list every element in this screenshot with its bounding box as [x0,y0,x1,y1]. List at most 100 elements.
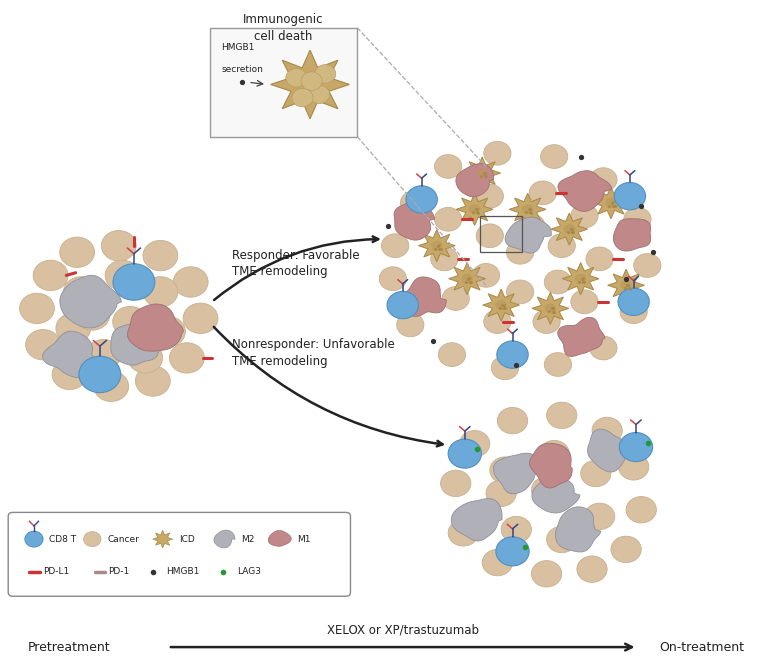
Polygon shape [558,318,605,357]
Polygon shape [111,323,169,365]
Circle shape [448,439,482,468]
Text: cell death: cell death [255,30,312,43]
Text: M2: M2 [241,534,255,544]
Circle shape [431,241,442,251]
Circle shape [486,480,516,507]
Circle shape [619,453,649,480]
Circle shape [586,247,613,271]
Circle shape [581,460,611,487]
Circle shape [26,330,61,360]
Circle shape [441,470,471,497]
Circle shape [477,224,503,248]
Circle shape [64,276,98,307]
Circle shape [143,276,178,307]
Circle shape [491,356,518,380]
Text: HMGB1: HMGB1 [221,43,255,52]
Polygon shape [214,530,235,548]
Polygon shape [551,213,587,245]
Circle shape [101,231,136,261]
Circle shape [501,516,531,543]
Circle shape [52,359,87,390]
Text: secretion: secretion [221,65,263,74]
Polygon shape [60,275,122,328]
Circle shape [584,503,615,530]
Circle shape [522,204,534,214]
Circle shape [624,208,651,231]
Circle shape [497,341,528,368]
Polygon shape [153,530,173,548]
Circle shape [497,408,527,434]
Circle shape [496,537,529,566]
Circle shape [86,339,121,370]
Polygon shape [509,194,546,225]
Polygon shape [451,499,502,541]
Circle shape [79,356,121,392]
Polygon shape [128,304,183,351]
Polygon shape [562,263,599,295]
Circle shape [309,85,330,103]
Circle shape [496,300,507,310]
Circle shape [571,290,598,314]
FancyBboxPatch shape [210,28,357,137]
Circle shape [590,336,617,360]
Polygon shape [587,429,625,472]
Circle shape [614,182,645,210]
Circle shape [577,556,607,582]
Circle shape [60,237,94,267]
Text: TME remodeling: TME remodeling [233,355,328,367]
Circle shape [448,520,479,546]
Circle shape [173,267,208,297]
Circle shape [571,204,598,228]
Text: Immunogenic: Immunogenic [243,13,324,27]
Circle shape [113,264,155,300]
Text: Nonresponder: Unfavorable: Nonresponder: Unfavorable [233,338,395,351]
Circle shape [533,310,560,333]
Circle shape [84,532,101,547]
Text: HMGB1: HMGB1 [166,568,200,576]
Polygon shape [43,331,93,378]
Circle shape [112,306,147,337]
Circle shape [105,260,140,290]
Bar [480,215,522,252]
Circle shape [531,561,562,587]
Circle shape [477,184,503,208]
FancyBboxPatch shape [8,512,350,596]
Circle shape [506,280,534,304]
Circle shape [611,536,641,563]
Polygon shape [558,171,612,211]
Circle shape [619,432,653,461]
Circle shape [169,343,204,373]
Circle shape [74,300,109,330]
Circle shape [545,304,556,314]
Circle shape [546,402,577,428]
Circle shape [435,154,462,178]
Circle shape [56,313,90,343]
Circle shape [315,64,336,83]
Circle shape [401,191,428,215]
Circle shape [592,417,622,444]
Circle shape [477,168,488,178]
Circle shape [575,274,587,284]
Circle shape [387,292,419,319]
Circle shape [483,550,512,575]
Circle shape [143,241,178,271]
Circle shape [33,260,68,290]
Circle shape [379,267,407,290]
Circle shape [469,204,480,214]
Circle shape [150,316,185,347]
Polygon shape [613,219,651,251]
Polygon shape [483,289,520,321]
Polygon shape [530,444,572,488]
Circle shape [460,430,489,457]
Circle shape [544,270,572,294]
Circle shape [590,168,617,192]
Text: LAG3: LAG3 [237,568,261,576]
Text: TME remodeling: TME remodeling [233,265,328,278]
Circle shape [605,198,616,208]
Polygon shape [505,217,551,253]
Circle shape [548,234,575,257]
Circle shape [529,181,556,205]
Text: Pretreatment: Pretreatment [28,640,111,654]
Circle shape [135,366,170,396]
Circle shape [626,497,657,523]
